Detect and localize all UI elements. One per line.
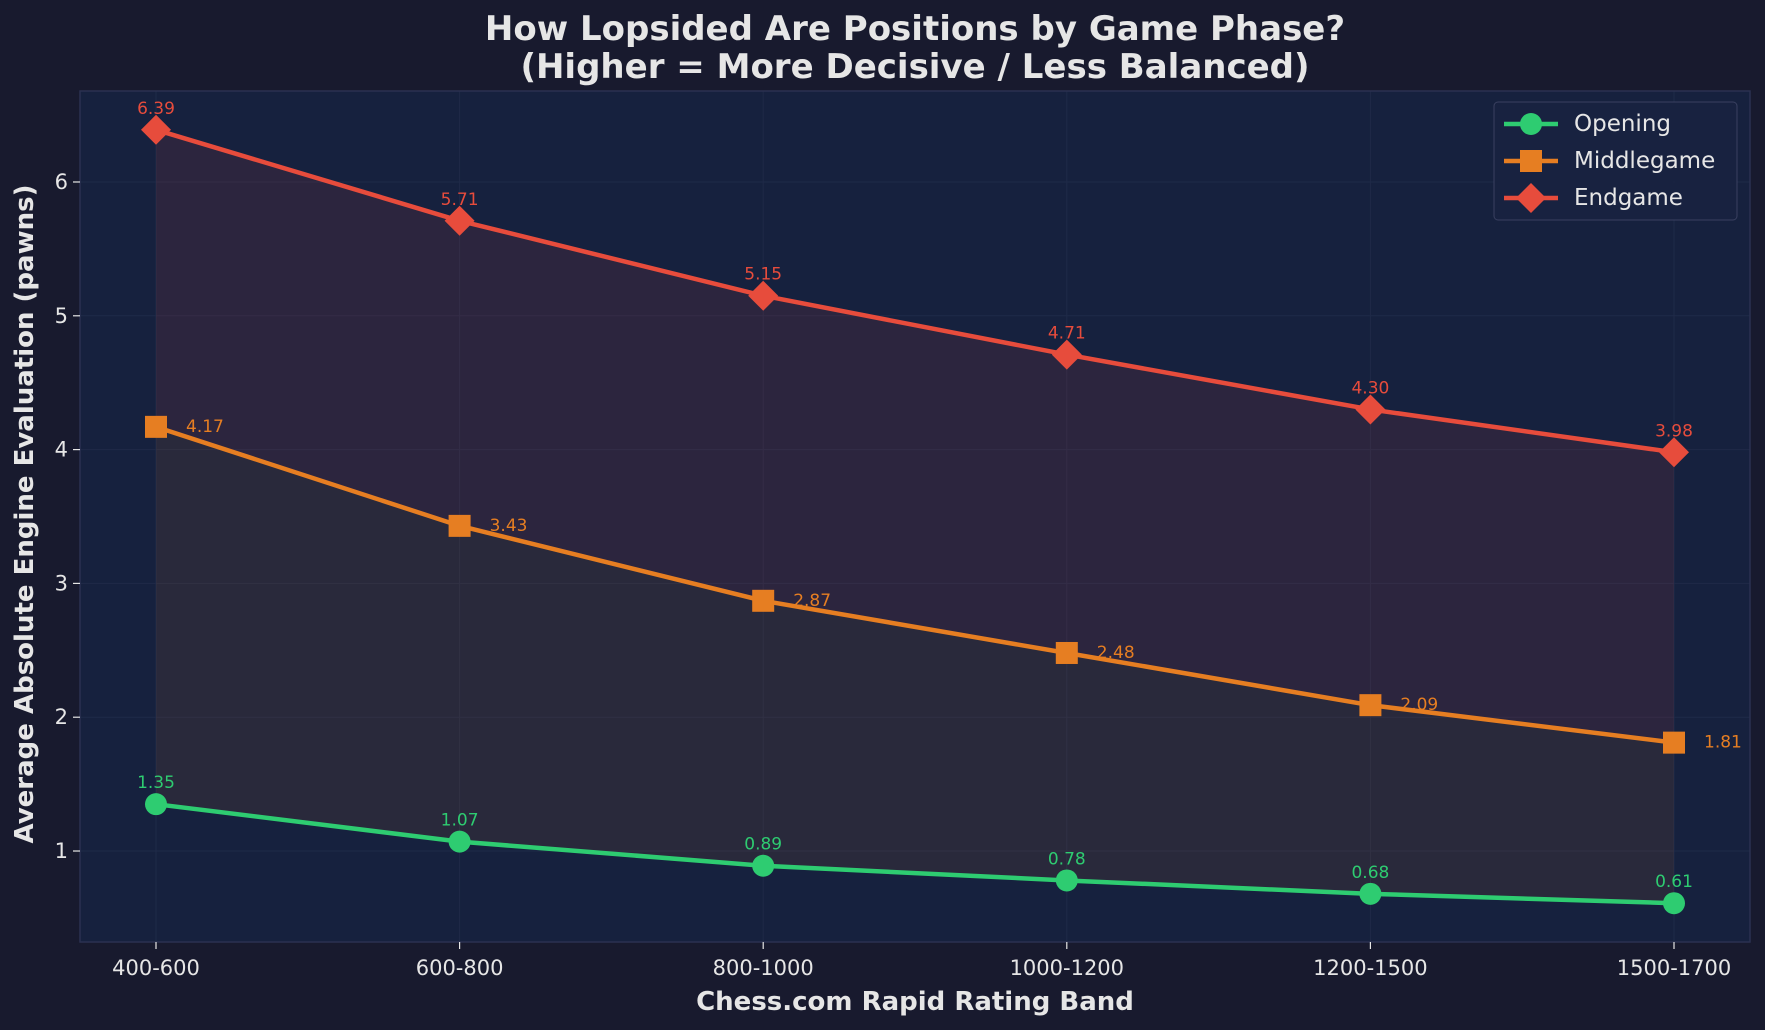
data-label-middlegame: 2.87 xyxy=(793,591,831,611)
data-label-endgame: 3.98 xyxy=(1655,421,1693,441)
y-tick-label: 6 xyxy=(55,170,68,194)
data-point-opening xyxy=(145,793,167,816)
legend-label-middlegame: Middlegame xyxy=(1574,148,1715,174)
data-label-endgame: 4.30 xyxy=(1351,378,1389,398)
data-point-middlegame xyxy=(1055,641,1078,664)
chart-title: How Lopsided Are Positions by Game Phase… xyxy=(485,9,1345,49)
data-label-endgame: 4.71 xyxy=(1048,324,1086,344)
data-point-endgame xyxy=(1659,437,1689,468)
data-label-opening: 0.78 xyxy=(1048,849,1086,869)
axes: 1 2 3 4 5 6 400-600 600-800 800-1000 1000-1200 120… xyxy=(55,90,1751,980)
legend-label-endgame: Endgame xyxy=(1574,185,1683,211)
data-point-opening xyxy=(1359,882,1382,905)
y-tick-label: 1 xyxy=(55,839,68,863)
data-point-middlegame xyxy=(1359,694,1382,717)
legend-item-endgame: Endgame xyxy=(1504,183,1683,213)
data-point-middlegame xyxy=(752,589,775,612)
x-tick-label: 1200-1500 xyxy=(1313,956,1427,980)
series-opening xyxy=(145,793,1685,915)
data-label-opening: 1.35 xyxy=(137,773,175,793)
y-tick-label: 3 xyxy=(55,571,68,595)
x-tick-label: 400-600 xyxy=(112,956,200,980)
data-point-opening xyxy=(448,830,471,853)
x-tick-label: 800-1000 xyxy=(713,956,814,980)
y-tick-label: 2 xyxy=(55,705,68,729)
data-label-opening: 0.89 xyxy=(744,835,782,855)
series-line-endgame xyxy=(153,127,1677,455)
series-group xyxy=(141,114,1689,915)
data-point-endgame xyxy=(1051,339,1082,370)
legend-marker-opening xyxy=(1520,113,1542,135)
data-label-opening: 0.61 xyxy=(1655,872,1693,892)
data-label-middlegame: 1.81 xyxy=(1704,733,1742,753)
data-point-opening xyxy=(752,854,775,877)
legend-item-middlegame: Middlegame xyxy=(1504,148,1715,174)
series-middlegame xyxy=(145,415,1685,754)
data-labels: 1.35 1.07 0.89 0.78 0.68 0.61 4.17 3.43 2.87 2.48… xyxy=(137,99,1742,892)
data-label-endgame: 6.39 xyxy=(137,99,175,119)
legend-label-opening: Opening xyxy=(1574,111,1671,137)
x-axis-label: Chess.com Rapid Rating Band xyxy=(696,987,1134,1017)
chart-subtitle: (Higher = More Decisive / Less Balanced) xyxy=(520,47,1309,87)
data-point-endgame xyxy=(1355,394,1386,425)
legend-marker-middlegame xyxy=(1520,150,1542,172)
data-point-middlegame xyxy=(1663,731,1685,754)
data-label-opening: 0.68 xyxy=(1351,863,1389,883)
legend-marker-endgame xyxy=(1516,183,1546,213)
legend: Opening Middlegame Endgame xyxy=(1493,101,1738,221)
fill-band-endgame xyxy=(156,129,1674,743)
y-tick-label: 4 xyxy=(55,438,68,462)
series-line-opening xyxy=(153,801,1677,906)
data-label-middlegame: 2.48 xyxy=(1097,643,1135,663)
data-point-middlegame xyxy=(145,415,167,438)
y-axis-label: Average Absolute Engine Evaluation (pawn… xyxy=(10,185,40,844)
data-label-opening: 1.07 xyxy=(441,811,479,831)
series-line-middlegame xyxy=(153,424,1677,745)
data-label-middlegame: 3.43 xyxy=(490,516,528,536)
x-tick-label: 1000-1200 xyxy=(1010,956,1124,980)
data-point-endgame xyxy=(748,280,779,311)
y-tick-label: 5 xyxy=(55,304,68,328)
x-tick-label: 600-800 xyxy=(416,956,504,980)
data-point-opening xyxy=(1663,892,1685,915)
data-point-middlegame xyxy=(448,514,471,537)
data-point-endgame xyxy=(444,205,475,236)
data-label-middlegame: 4.17 xyxy=(186,417,224,437)
series-endgame xyxy=(141,114,1689,468)
legend-box xyxy=(1493,101,1738,221)
legend-item-opening: Opening xyxy=(1504,111,1671,137)
data-label-endgame: 5.15 xyxy=(744,265,782,285)
plot-area xyxy=(80,91,1750,942)
plot-frame xyxy=(79,90,1751,943)
data-label-middlegame: 2.09 xyxy=(1400,695,1438,715)
data-point-opening xyxy=(1055,869,1078,892)
x-tick-label: 1500-1700 xyxy=(1617,956,1731,980)
data-label-endgame: 5.71 xyxy=(441,190,479,210)
data-point-endgame xyxy=(141,114,171,145)
